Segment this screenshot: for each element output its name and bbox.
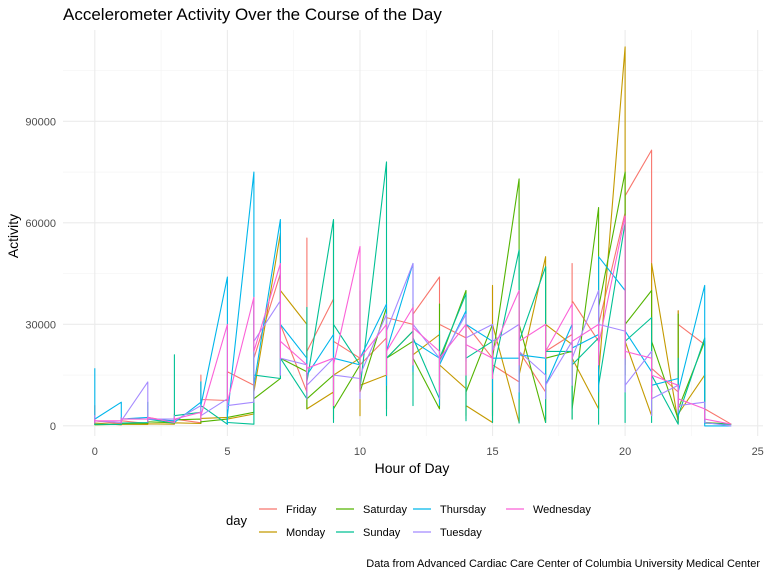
legend-label-friday: Friday [286,504,317,516]
legend-label-monday: Monday [286,527,326,539]
legend-label-wednesday: Wednesday [533,504,591,516]
legend-label-tuesday: Tuesday [440,527,482,539]
series-line-friday [94,149,732,425]
series-line-thursday [94,171,732,427]
chart-caption: Data from Advanced Cardiac Care Center o… [366,558,760,570]
series-line-saturday [94,171,732,426]
y-tick-label: 30000 [25,319,56,331]
legend-label-sunday: Sunday [363,527,401,539]
x-tick-label: 20 [619,446,631,458]
y-tick-label: 90000 [25,116,56,128]
axis-layer: 0 5 10 15 20 25 0 30000 60000 90000 [25,116,763,458]
x-tick-label: 10 [354,446,366,458]
y-axis-title: Activity [5,214,21,258]
y-tick-label: 60000 [25,218,56,230]
y-tick-label: 0 [50,421,56,433]
x-tick-label: 5 [224,446,230,458]
legend-label-thursday: Thursday [440,504,486,516]
x-tick-label: 15 [486,446,498,458]
legend-entries: Friday Monday Saturday Sunday Thursday Tuesda… [259,504,591,539]
x-axis-title: Hour of Day [375,460,450,476]
chart-title: Accelerometer Activity Over the Course o… [63,5,442,24]
legend-label-saturday: Saturday [363,504,408,516]
x-tick-label: 0 [92,446,98,458]
series-layer [94,46,732,427]
x-tick-label: 25 [752,446,764,458]
series-line-wednesday [94,215,732,425]
legend-title: day [226,513,247,528]
legend: day Friday Monday Saturday Sunday Thursday Tu… [226,504,591,539]
